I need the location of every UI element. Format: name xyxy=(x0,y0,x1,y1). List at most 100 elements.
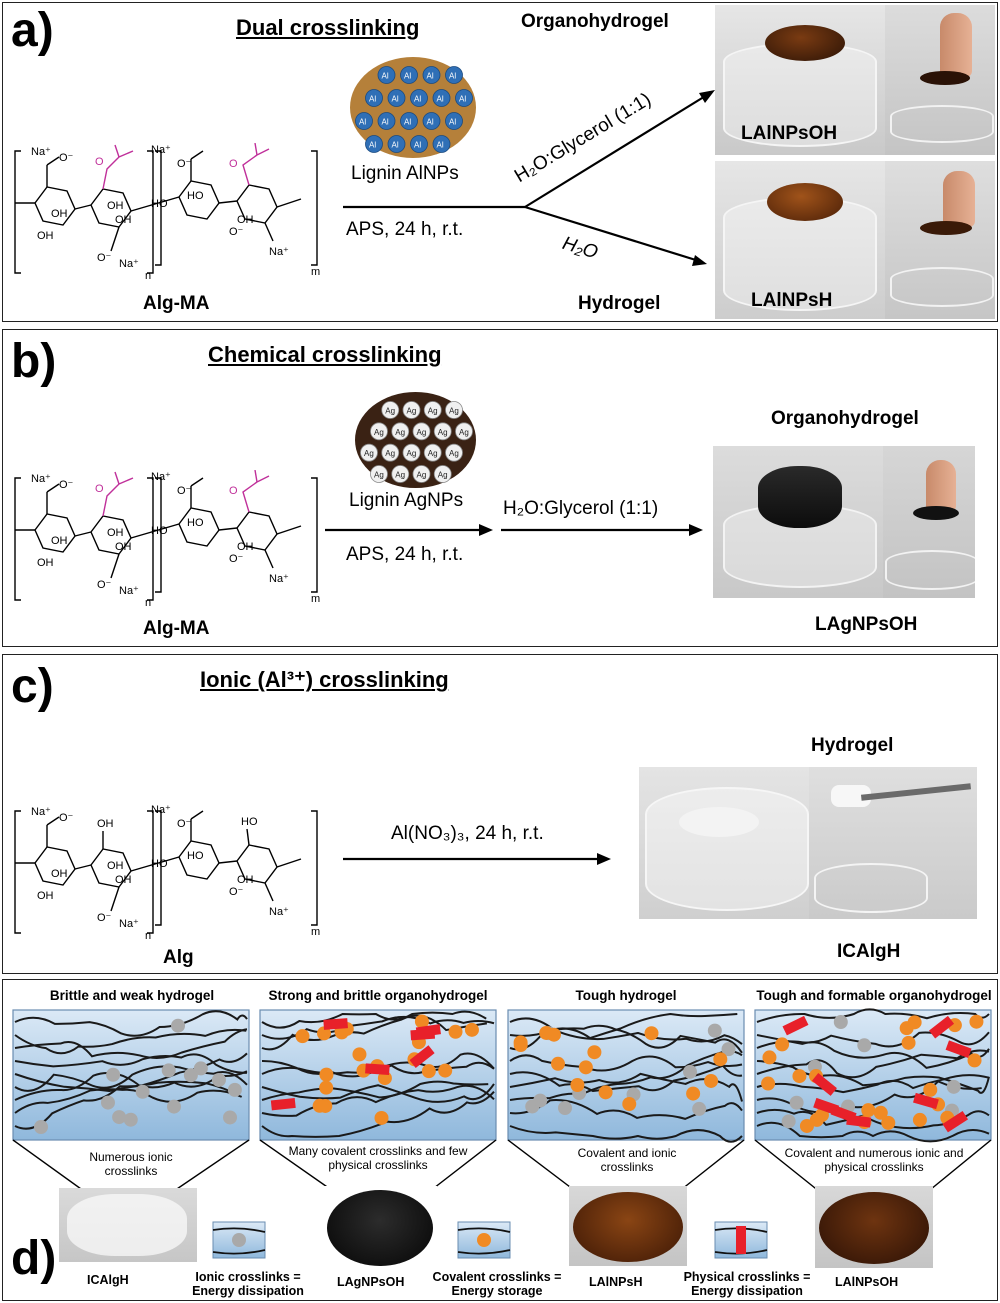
covalent-crosslink xyxy=(319,1080,334,1095)
network-description-4: Covalent and numerous ionic and physical… xyxy=(784,1146,964,1174)
product-name-c: ICAlgH xyxy=(837,941,901,962)
nanoparticle-symbol: Ag xyxy=(374,471,384,480)
ionic-crosslink xyxy=(857,1038,872,1053)
covalent-crosslink xyxy=(686,1086,701,1101)
nanoparticle xyxy=(400,66,418,84)
physical-crosslink xyxy=(365,1063,390,1076)
o-minus-label: O⁻ xyxy=(229,553,244,565)
o-label: O xyxy=(95,483,104,495)
panel-title-a: Dual crosslinking xyxy=(236,15,420,40)
covalent-crosslink xyxy=(464,1022,479,1037)
nanoparticle-symbol: Al xyxy=(414,141,421,150)
covalent-crosslink xyxy=(775,1037,790,1052)
panel-title-b: Chemical crosslinking xyxy=(208,342,442,367)
polymer-label-a: Alg-MA xyxy=(143,293,210,314)
polymer-chain xyxy=(14,1028,248,1059)
sample-name-2: LAgNPsOH xyxy=(337,1275,405,1289)
o-label: O xyxy=(229,158,238,170)
ionic-crosslink-icon xyxy=(232,1233,246,1247)
nanoparticle-symbol: Al xyxy=(392,141,399,150)
covalent-crosslink xyxy=(317,1026,332,1041)
nanoparticle-symbol: Al xyxy=(404,118,411,127)
oh-label: OH xyxy=(237,541,254,553)
na-ion-label: Na⁺ xyxy=(269,246,289,258)
nanoparticle-symbol: Ag xyxy=(407,407,417,416)
polymer-chain xyxy=(756,1121,990,1143)
nanoparticle-symbol: Ag xyxy=(449,449,459,458)
o-minus-label: O⁻ xyxy=(97,912,112,924)
polymer-chain xyxy=(509,1072,743,1102)
polymer-chain xyxy=(14,1053,248,1074)
repeat-n-label: n xyxy=(145,270,151,282)
covalent-crosslink xyxy=(598,1085,613,1100)
nanoparticle xyxy=(432,135,451,153)
sample-photo-lalnpsh xyxy=(569,1186,687,1266)
polymer-chain xyxy=(756,1074,990,1094)
polymer-chain xyxy=(756,1008,990,1023)
nanoparticle-symbol: Al xyxy=(459,95,466,104)
photo-lalnpsoh xyxy=(715,5,995,155)
legend-physical: Physical crosslinks = Energy dissipation xyxy=(683,1270,811,1298)
nanoparticle xyxy=(432,89,451,107)
nanoparticle-symbol: Ag xyxy=(417,428,427,437)
nanoparticle xyxy=(455,422,473,441)
ho-label: HO xyxy=(187,517,204,529)
covalent-crosslink xyxy=(713,1052,728,1067)
nanoparticle-symbol: Al xyxy=(437,141,444,150)
polymer-chain xyxy=(14,1080,240,1130)
o-minus-label: O⁻ xyxy=(97,252,112,264)
covalent-crosslink-icon xyxy=(477,1233,491,1247)
oh-label: OH xyxy=(115,541,132,553)
covalent-crosslink xyxy=(861,1103,876,1118)
nanoparticle-symbol: Ag xyxy=(407,449,417,458)
reaction-arrow-c xyxy=(343,853,611,865)
nanoparticle-symbol: Ag xyxy=(438,471,448,480)
covalent-crosslink xyxy=(873,1105,888,1120)
nanoparticle xyxy=(377,66,396,84)
nanoparticle-symbol: Ag xyxy=(417,471,427,480)
nanoparticle-symbol: Al xyxy=(427,72,434,81)
nanoparticle-symbol: Al xyxy=(369,141,376,150)
o-minus-label: O⁻ xyxy=(59,152,74,164)
nanoparticle xyxy=(445,66,463,84)
repeat-n-label: n xyxy=(145,930,151,942)
physical-crosslink xyxy=(942,1110,969,1133)
nanoparticle xyxy=(387,89,406,107)
na-ion-label: Na⁺ xyxy=(151,144,171,156)
physical-crosslink-icon xyxy=(736,1226,746,1254)
nanoparticle xyxy=(370,422,388,441)
nanoparticle xyxy=(387,135,406,153)
covalent-crosslink xyxy=(704,1073,719,1088)
nanoparticle-symbol: Al xyxy=(392,95,399,104)
covalent-crosslink xyxy=(421,1064,436,1079)
ionic-crosslink xyxy=(692,1101,707,1116)
conditions-c: Al(NO₃)₃, 24 h, r.t. xyxy=(391,823,544,844)
ionic-crosslink xyxy=(781,1114,796,1129)
covalent-crosslink xyxy=(907,1015,922,1030)
panel-title-c: Ionic (Al³⁺) crosslinking xyxy=(200,667,449,692)
physical-crosslink xyxy=(913,1092,939,1110)
nanoparticle xyxy=(423,443,442,462)
ionic-crosslink xyxy=(227,1082,242,1097)
network-description-3: Covalent and ionic crosslinks xyxy=(577,1146,677,1174)
ionic-crosslink xyxy=(135,1084,150,1099)
covalent-crosslink xyxy=(792,1069,807,1084)
oh-label: OH xyxy=(115,874,132,886)
polymer-chain xyxy=(509,1054,743,1072)
lignin-alnps-particles: Al Al Al Al Al Al Al Al Al Al Al Al Al Al Al Al Al Al xyxy=(350,57,476,158)
nanoparticle-symbol: Ag xyxy=(428,449,438,458)
na-ion-label: Na⁺ xyxy=(151,471,171,483)
oh-label: OH xyxy=(107,527,124,539)
oh-label: OH xyxy=(107,860,124,872)
ionic-crosslink xyxy=(211,1072,226,1087)
photo-lalnpsh xyxy=(715,161,995,319)
na-ion-label: Na⁺ xyxy=(31,473,51,485)
repeat-m-label: m xyxy=(311,266,320,278)
ionic-crosslink xyxy=(171,1018,186,1033)
nanoparticle-symbol: Ag xyxy=(459,428,469,437)
conditions-b: APS, 24 h, r.t. xyxy=(346,544,464,565)
ho-label: HO xyxy=(187,850,204,862)
o-label: O xyxy=(95,156,104,168)
